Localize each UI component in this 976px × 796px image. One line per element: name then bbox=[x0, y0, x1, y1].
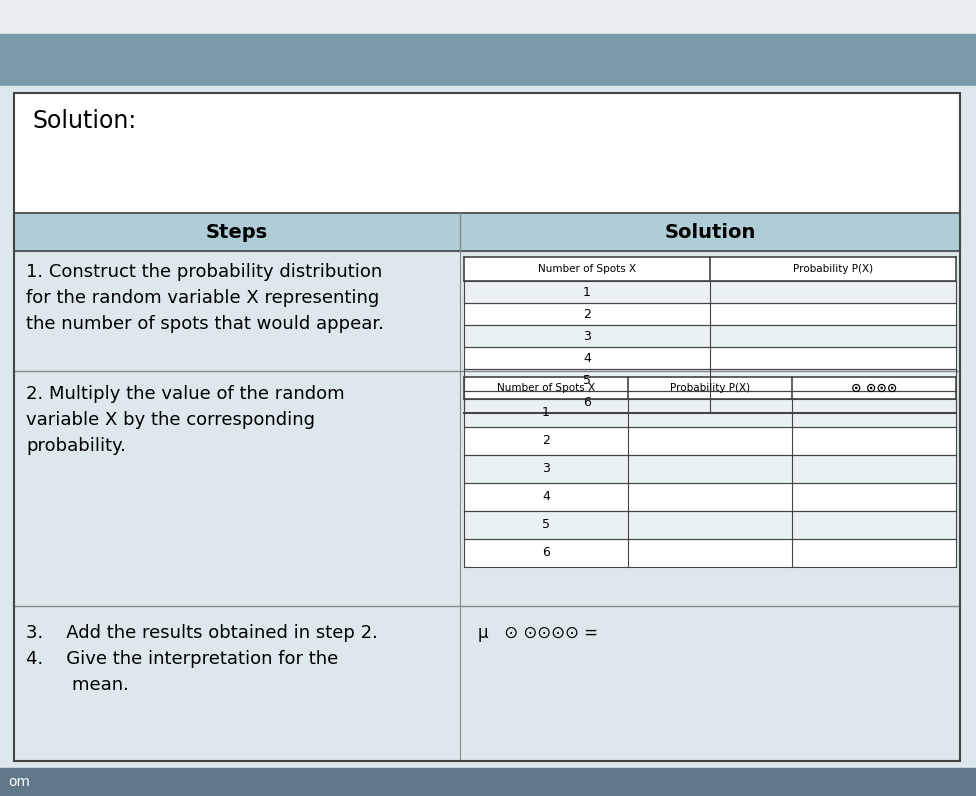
Text: 3: 3 bbox=[542, 462, 549, 475]
Text: 2: 2 bbox=[583, 307, 590, 321]
Text: 4: 4 bbox=[583, 352, 590, 365]
Bar bbox=[464, 325, 956, 347]
Bar bbox=[0, 34, 976, 86]
Text: 4.    Give the interpretation for the: 4. Give the interpretation for the bbox=[26, 650, 339, 668]
Text: Solution:: Solution: bbox=[32, 109, 137, 133]
Text: 5: 5 bbox=[583, 373, 591, 387]
Bar bbox=[464, 377, 956, 399]
Text: Number of Spots X: Number of Spots X bbox=[538, 264, 636, 274]
Bar bbox=[464, 455, 956, 483]
Bar bbox=[464, 281, 956, 303]
Text: Probability P(X): Probability P(X) bbox=[670, 383, 751, 393]
Text: 2: 2 bbox=[542, 435, 549, 447]
Text: 3.    Add the results obtained in step 2.: 3. Add the results obtained in step 2. bbox=[26, 624, 378, 642]
Text: 1: 1 bbox=[542, 407, 549, 419]
Bar bbox=[464, 391, 956, 413]
Bar bbox=[464, 399, 956, 427]
Text: om: om bbox=[8, 775, 30, 789]
Bar bbox=[464, 483, 956, 511]
Text: variable X by the corresponding: variable X by the corresponding bbox=[26, 411, 315, 429]
Bar bbox=[14, 606, 960, 761]
Text: 5: 5 bbox=[542, 518, 550, 532]
Bar bbox=[464, 539, 956, 567]
Text: 1: 1 bbox=[583, 286, 590, 298]
Bar bbox=[464, 257, 956, 281]
Text: 3: 3 bbox=[583, 330, 590, 342]
Bar bbox=[464, 369, 956, 391]
Bar bbox=[0, 86, 976, 768]
Text: 6: 6 bbox=[542, 547, 549, 560]
Bar bbox=[464, 511, 956, 539]
Text: the number of spots that would appear.: the number of spots that would appear. bbox=[26, 315, 384, 333]
Bar bbox=[14, 251, 960, 371]
Text: Number of Spots X: Number of Spots X bbox=[497, 383, 595, 393]
Text: μ   ⊙ ⊙⊙⊙⊙ =: μ ⊙ ⊙⊙⊙⊙ = bbox=[478, 624, 598, 642]
Bar bbox=[14, 213, 960, 251]
Bar bbox=[14, 93, 960, 761]
Bar bbox=[0, 768, 976, 796]
Text: 4: 4 bbox=[542, 490, 549, 504]
Text: Steps: Steps bbox=[206, 223, 268, 241]
Bar bbox=[464, 347, 956, 369]
Text: Solution: Solution bbox=[665, 223, 755, 241]
Bar bbox=[14, 93, 960, 761]
Text: probability.: probability. bbox=[26, 437, 126, 455]
Bar bbox=[464, 427, 956, 455]
Text: for the random variable X representing: for the random variable X representing bbox=[26, 289, 380, 307]
Text: 6: 6 bbox=[583, 396, 590, 408]
Text: ⊙ ⊙⊙⊙: ⊙ ⊙⊙⊙ bbox=[851, 381, 897, 395]
Bar bbox=[0, 0, 976, 34]
Text: 1. Construct the probability distribution: 1. Construct the probability distributio… bbox=[26, 263, 383, 281]
Text: 2. Multiply the value of the random: 2. Multiply the value of the random bbox=[26, 385, 345, 403]
Bar bbox=[14, 371, 960, 606]
Bar bbox=[464, 303, 956, 325]
Text: mean.: mean. bbox=[26, 676, 129, 694]
Text: Probability P(X): Probability P(X) bbox=[793, 264, 874, 274]
